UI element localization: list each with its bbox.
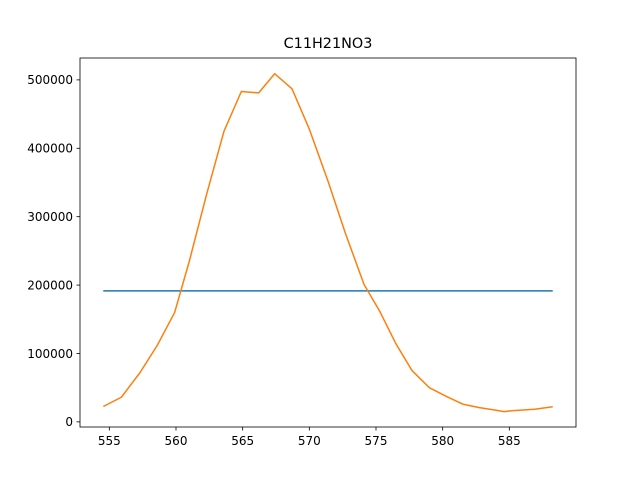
x-axis: 555 560 565 570 575 580 585 — [98, 427, 521, 448]
y-axis: 0 100000 200000 300000 400000 500000 — [27, 73, 80, 429]
x-tick-label: 585 — [498, 434, 521, 448]
series-line-2 — [102, 72, 553, 413]
y-tick-label: 100000 — [27, 347, 73, 361]
x-tick-label: 575 — [365, 434, 388, 448]
y-tick-label: 400000 — [27, 142, 73, 156]
y-tick-label: 300000 — [27, 210, 73, 224]
x-tick-label: 565 — [231, 434, 254, 448]
y-tick-label: 500000 — [27, 73, 73, 87]
x-tick-label: 560 — [165, 434, 188, 448]
chart-title: C11H21NO3 — [284, 36, 373, 52]
x-tick-label: 570 — [298, 434, 321, 448]
plot-frame — [79, 57, 577, 428]
x-tick-label: 580 — [431, 434, 454, 448]
y-tick-label: 200000 — [27, 278, 73, 292]
y-tick-label: 0 — [65, 415, 73, 429]
x-tick-label: 555 — [98, 434, 121, 448]
series-layer — [102, 72, 553, 413]
